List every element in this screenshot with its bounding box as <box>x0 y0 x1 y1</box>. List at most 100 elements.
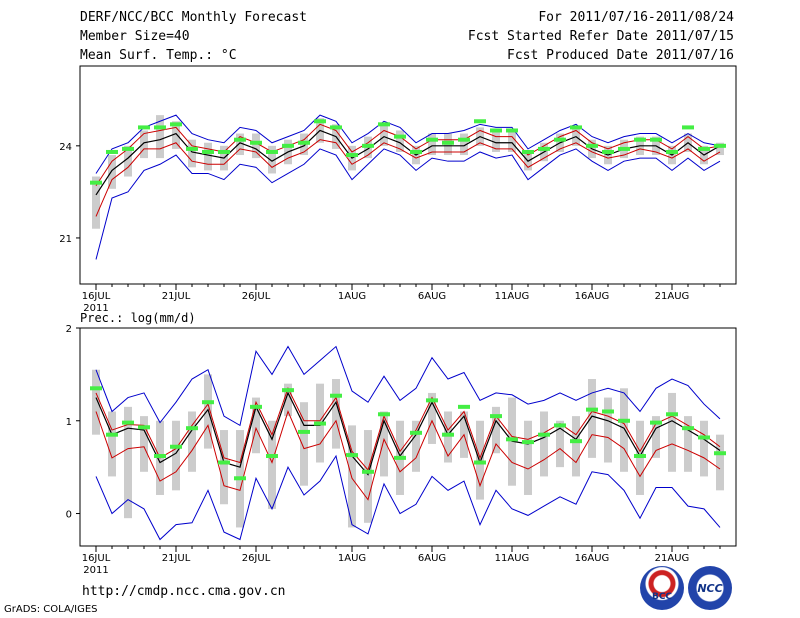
prec-green-marker <box>602 409 614 414</box>
prec-y-tick-label: 2 <box>66 324 72 335</box>
temp-green-marker <box>474 119 486 124</box>
prec-green-marker <box>90 386 102 391</box>
prec-green-marker <box>378 412 390 417</box>
temp-green-marker <box>634 137 646 142</box>
forecast-period: For 2011/07/16-2011/08/24 <box>538 10 734 25</box>
temp-green-marker <box>186 146 198 151</box>
ncc-logo-text: NCC <box>697 582 723 595</box>
temp-x-tick-label: 21AUG <box>655 291 690 302</box>
temp-green-marker <box>346 153 358 158</box>
prec-green-marker <box>490 414 502 419</box>
prec-green-marker <box>650 420 662 425</box>
temp-green-marker <box>458 137 470 142</box>
temp-green-marker <box>250 140 262 145</box>
temp-green-marker <box>410 149 422 154</box>
temp-spread-box <box>140 130 148 159</box>
prec-green-marker <box>330 393 342 398</box>
temp-spread-box <box>716 142 724 156</box>
prec-spread-box <box>252 397 260 454</box>
temp-green-marker <box>538 146 550 151</box>
prec-green-marker <box>106 432 118 437</box>
bcc-logo: BCC <box>640 566 684 610</box>
prec-x-tick-label: 21AUG <box>655 553 690 564</box>
prec-spread-box <box>556 420 564 468</box>
temp-spread-box <box>380 124 388 146</box>
temp-upper-blue-line <box>95 114 721 174</box>
prec-spread-box <box>540 411 548 477</box>
variable-label: Mean Surf. Temp.: °C <box>80 48 237 63</box>
prec-spread-box <box>716 434 724 491</box>
prec-green-marker <box>186 426 198 431</box>
prec-lower-red-line <box>95 410 721 501</box>
temp-spread-box <box>508 130 516 152</box>
temp-spread-box <box>492 130 500 152</box>
temp-x-tick-label: 16AUG <box>575 291 610 302</box>
temp-lower-red-line <box>95 139 721 217</box>
prec-green-marker <box>154 454 166 459</box>
bcc-logo-text: BCC <box>651 592 673 602</box>
prec-spread-box <box>524 420 532 495</box>
prec-spread-box <box>332 379 340 449</box>
prec-spread-box <box>684 416 692 472</box>
prec-x-tick-label: 1AUG <box>338 553 366 564</box>
prec-green-marker <box>570 439 582 444</box>
prec-spread-box <box>220 430 228 505</box>
prec-spread-box <box>668 392 676 472</box>
temp-x-tick-label: 6AUG <box>418 291 446 302</box>
prec-green-marker <box>458 404 470 409</box>
prec-spread-box <box>588 379 596 458</box>
precipitation-panel: 0 1 2 16JUL 21JUL 26JUL 1AUG 6AUG 11AUG 16AUG 21AU… <box>66 311 737 576</box>
prec-green-marker <box>682 426 694 431</box>
prec-green-marker <box>362 469 374 474</box>
temp-year-label: 2011 <box>83 303 108 314</box>
prec-spread-box <box>620 388 628 472</box>
temp-spread-box <box>236 133 244 156</box>
temp-green-marker <box>570 125 582 130</box>
prec-spread-box <box>492 406 500 454</box>
temp-green-marker <box>234 137 246 142</box>
temp-lower-blue-line <box>95 148 721 260</box>
prec-green-marker <box>522 440 534 445</box>
temp-spread-box <box>252 133 260 159</box>
chart-title: DERF/NCC/BCC Monthly Forecast <box>80 10 307 25</box>
prec-spread-box <box>108 411 116 477</box>
temp-green-marker <box>330 125 342 130</box>
temp-spread-box <box>172 121 180 149</box>
temp-y-tick-label: 21 <box>59 234 72 245</box>
prec-green-marker <box>282 388 294 393</box>
prec-spread-box <box>172 420 180 491</box>
temp-ensemble-mean-line <box>95 129 721 196</box>
temp-green-marker <box>138 125 150 130</box>
prec-spread-box <box>124 406 132 519</box>
prec-green-marker <box>474 460 486 465</box>
prec-spread-box <box>700 420 708 477</box>
prec-spread-box <box>444 411 452 463</box>
temp-x-tick-label: 16JUL <box>82 291 111 302</box>
temp-green-marker <box>490 128 502 133</box>
temp-green-marker <box>90 180 102 185</box>
prec-green-marker <box>314 421 326 426</box>
prec-green-marker <box>442 432 454 437</box>
prec-ensemble-mean-line <box>95 391 721 476</box>
prec-green-marker <box>410 430 422 435</box>
temperature-panel: 21 24 16JUL 21JUL 26JUL 1AUG 6AUG 11AUG 16AUG 21A… <box>59 65 737 314</box>
prec-green-marker <box>138 425 150 430</box>
prec-spread-box <box>604 397 612 463</box>
prec-spread-box <box>364 430 372 523</box>
prec-green-marker <box>634 454 646 459</box>
prec-x-tick-label: 21JUL <box>162 553 191 564</box>
temp-x-tick-label: 21JUL <box>162 291 191 302</box>
temp-green-marker <box>506 128 518 133</box>
prec-green-marker <box>250 404 262 409</box>
temp-green-marker <box>314 119 326 124</box>
prec-spread-box <box>284 383 292 417</box>
prec-green-marker <box>554 423 566 428</box>
grads-credit: GrADS: COLA/IGES <box>4 604 98 615</box>
source-url[interactable]: http://cmdp.ncc.cma.gov.cn <box>82 584 286 599</box>
temp-spread-box <box>92 176 100 229</box>
prec-spread-box <box>572 416 580 477</box>
temp-green-marker <box>618 146 630 151</box>
prec-x-tick-label: 6AUG <box>418 553 446 564</box>
prec-green-marker <box>298 429 310 434</box>
